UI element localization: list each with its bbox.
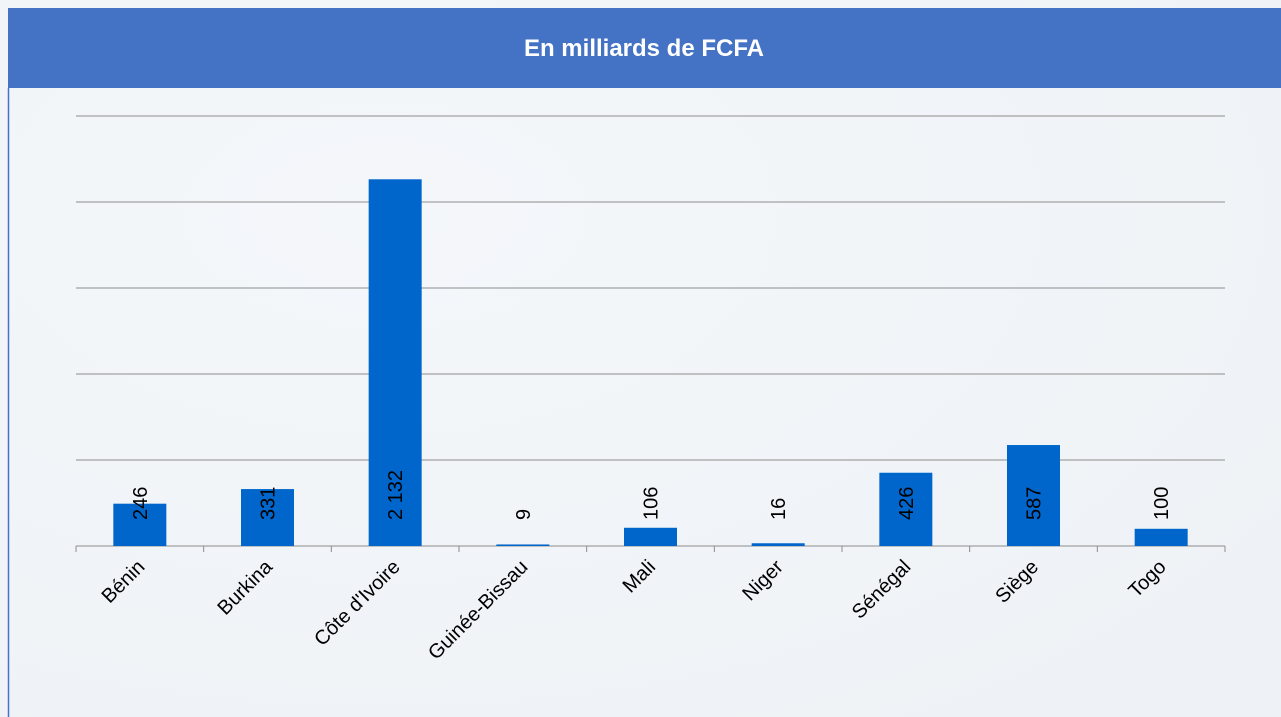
bar — [368, 179, 422, 546]
value-label: 426 — [896, 487, 918, 520]
bar — [496, 544, 550, 546]
bar — [241, 489, 294, 546]
value-label: 2 132 — [385, 470, 407, 520]
value-label: 587 — [1024, 487, 1046, 520]
bar — [113, 503, 167, 546]
bar — [1134, 528, 1188, 546]
chart-title: En milliards de FCFA — [524, 35, 764, 62]
value-label: 9 — [513, 509, 535, 520]
value-label: 106 — [641, 487, 663, 520]
value-label: 331 — [258, 487, 280, 520]
value-label: 16 — [768, 498, 790, 520]
header-band — [8, 8, 1281, 88]
bar — [879, 472, 933, 546]
value-label: 100 — [1151, 487, 1173, 520]
bar — [624, 527, 677, 546]
value-label: 246 — [130, 487, 152, 520]
bar — [751, 543, 805, 546]
bar — [1007, 445, 1060, 546]
